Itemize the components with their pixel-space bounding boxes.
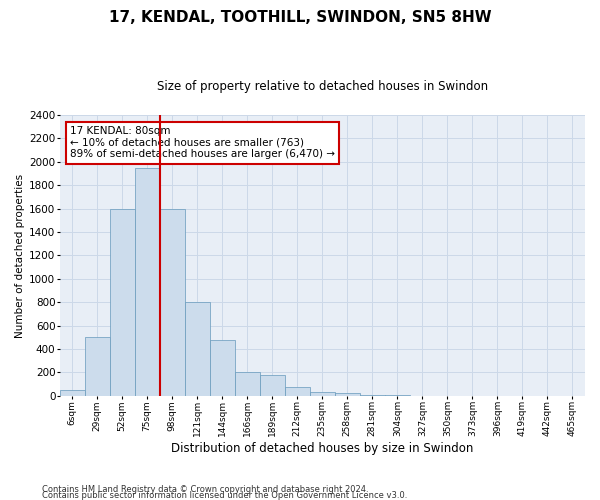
Bar (260, 376, 285, 396)
Y-axis label: Number of detached properties: Number of detached properties (15, 174, 25, 338)
Bar (210, 340, 235, 396)
Bar (185, 302, 210, 396)
Bar (134, 168, 160, 396)
Text: 17, KENDAL, TOOTHILL, SWINDON, SN5 8HW: 17, KENDAL, TOOTHILL, SWINDON, SN5 8HW (109, 10, 491, 25)
Bar (360, 394, 385, 396)
Bar (160, 208, 185, 396)
Bar (235, 372, 260, 396)
Bar (59, 390, 85, 396)
X-axis label: Distribution of detached houses by size in Swindon: Distribution of detached houses by size … (171, 442, 473, 455)
Bar (110, 208, 134, 396)
Text: 17 KENDAL: 80sqm
← 10% of detached houses are smaller (763)
89% of semi-detached: 17 KENDAL: 80sqm ← 10% of detached house… (70, 126, 335, 160)
Text: Contains public sector information licensed under the Open Government Licence v3: Contains public sector information licen… (42, 490, 407, 500)
Bar (310, 392, 335, 396)
Text: Contains HM Land Registry data © Crown copyright and database right 2024.: Contains HM Land Registry data © Crown c… (42, 484, 368, 494)
Bar (335, 393, 360, 396)
Bar (285, 386, 310, 396)
Title: Size of property relative to detached houses in Swindon: Size of property relative to detached ho… (157, 80, 488, 93)
Bar (85, 338, 110, 396)
